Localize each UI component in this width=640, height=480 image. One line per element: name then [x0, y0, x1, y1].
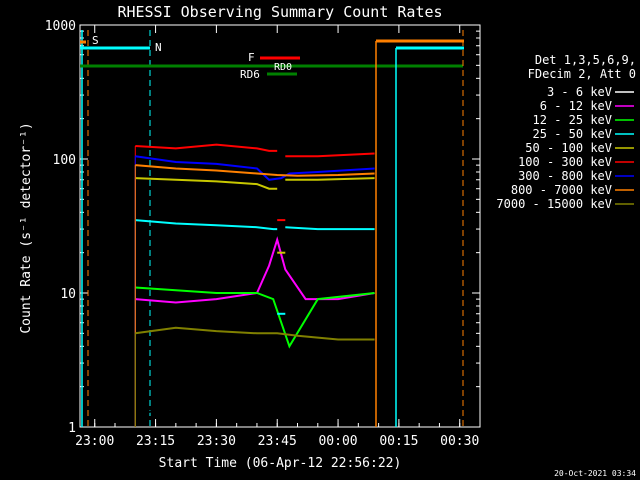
series-line	[135, 177, 278, 190]
legend-label: 3 - 6 keV	[547, 85, 612, 99]
legend-label: 7000 - 15000 keV	[496, 197, 612, 211]
plot-frame	[79, 24, 481, 428]
y-tick-label: 100	[53, 153, 76, 168]
y-tick-label: 1	[68, 421, 76, 436]
x-axis-label: Start Time (06-Apr-12 22:56:22)	[159, 456, 402, 471]
series-line	[134, 248, 375, 418]
x-tick-label: 23:00	[75, 434, 114, 449]
legend-label: 100 - 300 keV	[518, 155, 612, 169]
legend-label: 50 - 100 keV	[525, 141, 612, 155]
legend-label: 25 - 50 keV	[533, 127, 612, 141]
footer-timestamp: 20-Oct-2021 03:34	[554, 469, 636, 478]
chart-title: RHESSI Observing Summary Count Rates	[117, 3, 442, 21]
series-line	[135, 155, 375, 181]
series-line	[135, 326, 375, 341]
series-line	[135, 143, 278, 152]
series-line	[135, 219, 278, 231]
series-line	[135, 286, 375, 349]
x-tick-label: 00:00	[318, 434, 357, 449]
saa-flag-label: S	[92, 34, 99, 47]
y-axis-label: Count Rate (s⁻¹ detector⁻¹)	[19, 122, 34, 333]
x-tick-label: 23:45	[258, 434, 297, 449]
night-flag-label: N	[155, 41, 162, 54]
series-line	[135, 164, 375, 177]
flare-flag-label: F	[248, 51, 255, 64]
series-line	[285, 152, 375, 158]
y-tick-label: 10	[60, 287, 76, 302]
series-line	[285, 226, 375, 231]
rd0-flag-label: RD0	[274, 62, 292, 73]
rd6-flag-label: RD6	[240, 68, 260, 81]
legend-label: 12 - 25 keV	[533, 113, 612, 127]
x-tick-label: 00:30	[440, 434, 479, 449]
x-tick-label: 23:15	[136, 434, 175, 449]
legend-header-line-1: Det 1,3,5,6,9,	[535, 53, 636, 67]
plot-area: 1 10 100 1000 23:00 23:15 23:30 23:45 00:00 00:15…	[45, 19, 481, 449]
legend-label: 300 - 800 keV	[518, 169, 612, 183]
legend-label: 6 - 12 keV	[540, 99, 612, 113]
series-line	[285, 177, 375, 181]
x-tick-label: 00:15	[379, 434, 418, 449]
x-tick-label: 23:30	[197, 434, 236, 449]
y-tick-label: 1000	[45, 19, 76, 34]
legend-label: 800 - 7000 keV	[511, 183, 612, 197]
legend-header-line-2: FDecim 2, Att 0	[528, 67, 636, 81]
